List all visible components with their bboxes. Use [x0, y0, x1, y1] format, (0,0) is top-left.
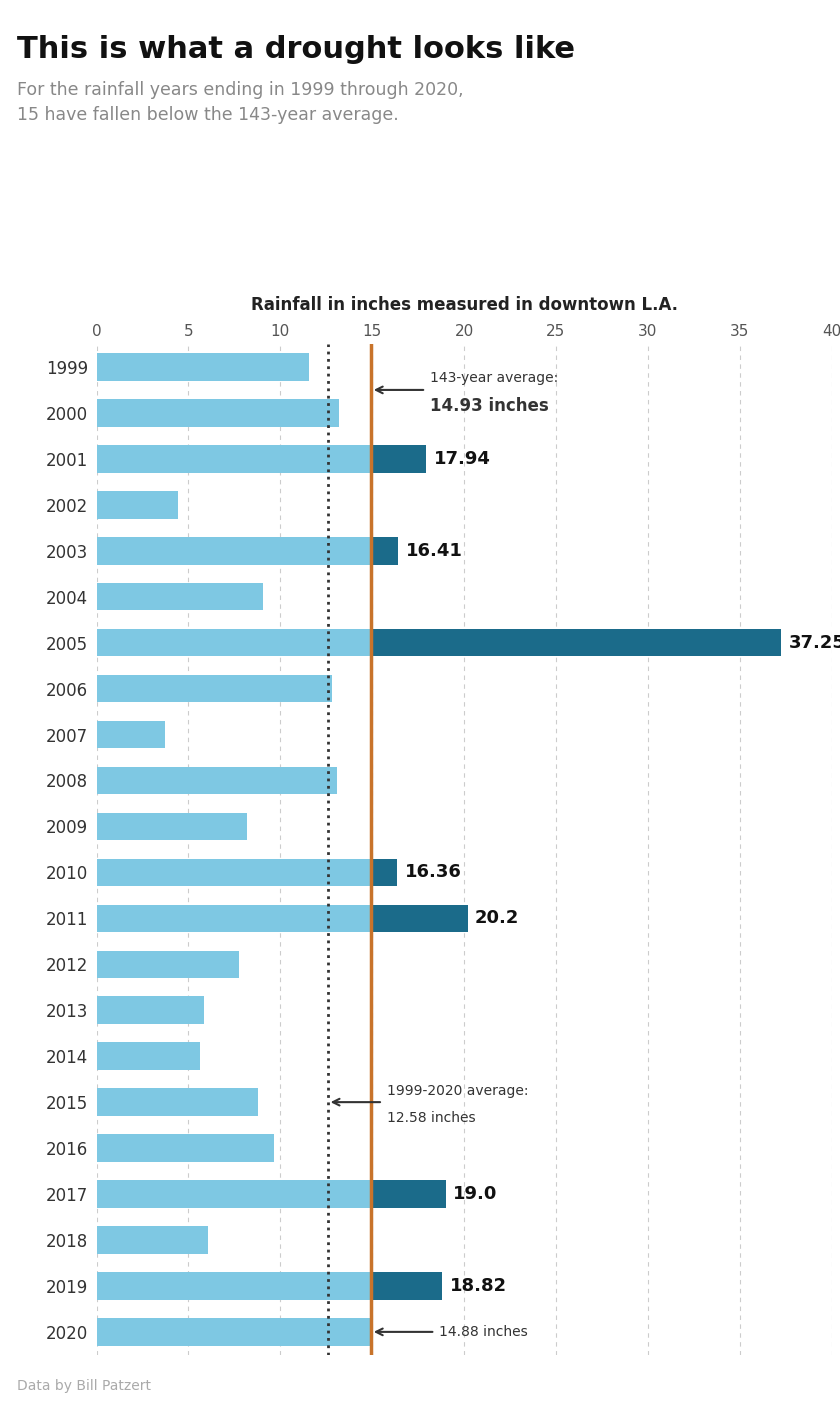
Bar: [97, 904, 371, 932]
Bar: [97, 1088, 259, 1116]
Bar: [97, 536, 371, 564]
Bar: [97, 767, 337, 795]
Text: 14.93 inches: 14.93 inches: [430, 397, 549, 416]
Bar: [371, 445, 426, 473]
Bar: [97, 813, 247, 840]
Bar: [97, 1272, 371, 1300]
Bar: [97, 629, 371, 657]
Text: 1999-2020 average:: 1999-2020 average:: [386, 1084, 528, 1098]
Text: 19.0: 19.0: [453, 1185, 497, 1203]
Bar: [97, 354, 309, 380]
Text: 20.2: 20.2: [475, 910, 519, 928]
Bar: [97, 1226, 207, 1254]
Text: 17.94: 17.94: [433, 449, 491, 468]
Bar: [97, 445, 371, 473]
Bar: [97, 859, 371, 886]
Bar: [97, 1318, 370, 1345]
Bar: [97, 720, 165, 748]
X-axis label: Rainfall in inches measured in downtown L.A.: Rainfall in inches measured in downtown …: [250, 296, 678, 314]
Bar: [97, 997, 204, 1024]
Bar: [371, 1272, 443, 1300]
Bar: [97, 675, 332, 702]
Text: For the rainfall years ending in 1999 through 2020,
15 have fallen below the 143: For the rainfall years ending in 1999 th…: [17, 81, 464, 125]
Bar: [97, 1134, 274, 1163]
Bar: [371, 859, 397, 886]
Text: This is what a drought looks like: This is what a drought looks like: [17, 35, 575, 65]
Bar: [97, 491, 178, 518]
Bar: [371, 1181, 446, 1207]
Bar: [97, 583, 264, 611]
Bar: [371, 629, 781, 657]
Text: Data by Bill Patzert: Data by Bill Patzert: [17, 1379, 151, 1393]
Bar: [371, 536, 398, 564]
Text: 16.36: 16.36: [405, 863, 461, 882]
Text: 14.88 inches: 14.88 inches: [439, 1325, 528, 1339]
Bar: [371, 904, 468, 932]
Text: 18.82: 18.82: [449, 1276, 507, 1294]
Text: 37.25: 37.25: [789, 633, 840, 651]
Bar: [97, 1042, 200, 1070]
Bar: [97, 951, 239, 979]
Text: 12.58 inches: 12.58 inches: [386, 1111, 475, 1125]
Bar: [97, 1181, 371, 1207]
Bar: [97, 399, 339, 427]
Text: 143-year average:: 143-year average:: [430, 372, 558, 386]
Text: 16.41: 16.41: [406, 542, 462, 560]
